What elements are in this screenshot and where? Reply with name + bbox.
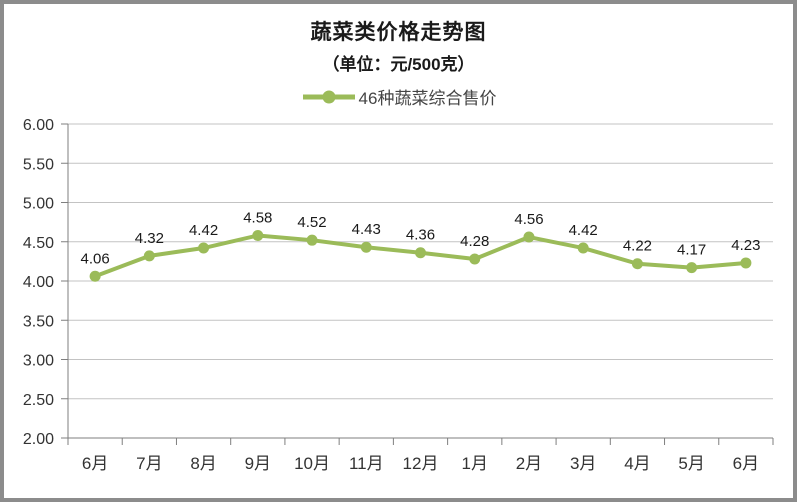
y-axis-label: 5.50: [23, 156, 54, 173]
data-point-label: 4.56: [514, 211, 543, 228]
data-point-label: 4.43: [352, 221, 381, 238]
y-axis-label: 2.50: [23, 392, 54, 409]
data-point-marker: [740, 257, 752, 269]
data-point-label: 4.32: [135, 230, 164, 247]
y-axis-label: 5.00: [23, 196, 54, 213]
data-point-label: 4.06: [81, 250, 110, 267]
x-axis-label: 2月: [516, 454, 542, 473]
x-axis-label: 8月: [190, 454, 216, 473]
data-point-marker: [198, 242, 210, 254]
data-point-label: 4.42: [569, 222, 598, 239]
y-axis-label: 4.00: [23, 274, 54, 291]
data-point-marker: [523, 231, 535, 243]
x-axis-label: 11月: [349, 454, 384, 473]
x-axis-label: 5月: [678, 454, 704, 473]
x-axis-label: 1月: [461, 454, 487, 473]
legend-line-marker-icon: [302, 90, 355, 103]
legend-label: 46种蔬菜综合售价: [358, 89, 497, 108]
y-axis-label: 2.00: [23, 431, 54, 448]
x-axis-label: 6月: [733, 454, 759, 473]
x-axis-label: 12月: [403, 454, 439, 473]
x-axis-label: 7月: [136, 454, 162, 473]
data-point-marker: [252, 229, 264, 241]
chart-legend: 46种蔬菜综合售价: [4, 84, 793, 109]
y-axis-label: 3.50: [23, 313, 54, 330]
data-point-marker: [306, 234, 318, 246]
data-point-label: 4.52: [297, 214, 326, 231]
data-point-marker: [89, 270, 101, 282]
data-point-marker: [415, 247, 426, 259]
data-point-label: 4.36: [406, 227, 435, 244]
data-point-label: 4.22: [623, 238, 652, 255]
data-point-marker: [469, 253, 481, 265]
data-point-marker: [360, 241, 372, 253]
y-axis-label: 4.50: [23, 235, 54, 252]
data-point-marker: [577, 242, 589, 254]
x-axis-label: 6月: [82, 454, 108, 473]
chart-title: 蔬菜类价格走势图: [310, 21, 487, 44]
data-point-label: 4.42: [189, 222, 218, 239]
x-axis-label: 10月: [294, 454, 330, 473]
x-axis-label: 9月: [245, 454, 271, 473]
data-point-label: 4.23: [731, 237, 760, 254]
data-point-label: 4.17: [677, 242, 706, 259]
x-axis-label: 3月: [570, 454, 596, 473]
data-point-label: 4.58: [243, 209, 272, 226]
data-point-marker: [143, 250, 155, 262]
data-point-marker: [631, 258, 643, 270]
x-axis-label: 4月: [624, 454, 650, 473]
chart-plot-area: 2.00 2.50 3.00 3.50 4.00 4.50 5.00 5.50 6.00 6月 7月…: [23, 117, 774, 473]
data-point-label: 4.28: [460, 233, 489, 250]
chart-subtitle: （单位：元/500克）: [322, 55, 475, 74]
y-axis-label: 3.00: [23, 353, 54, 370]
y-axis-label: 6.00: [23, 117, 54, 134]
data-point-marker: [686, 262, 698, 274]
